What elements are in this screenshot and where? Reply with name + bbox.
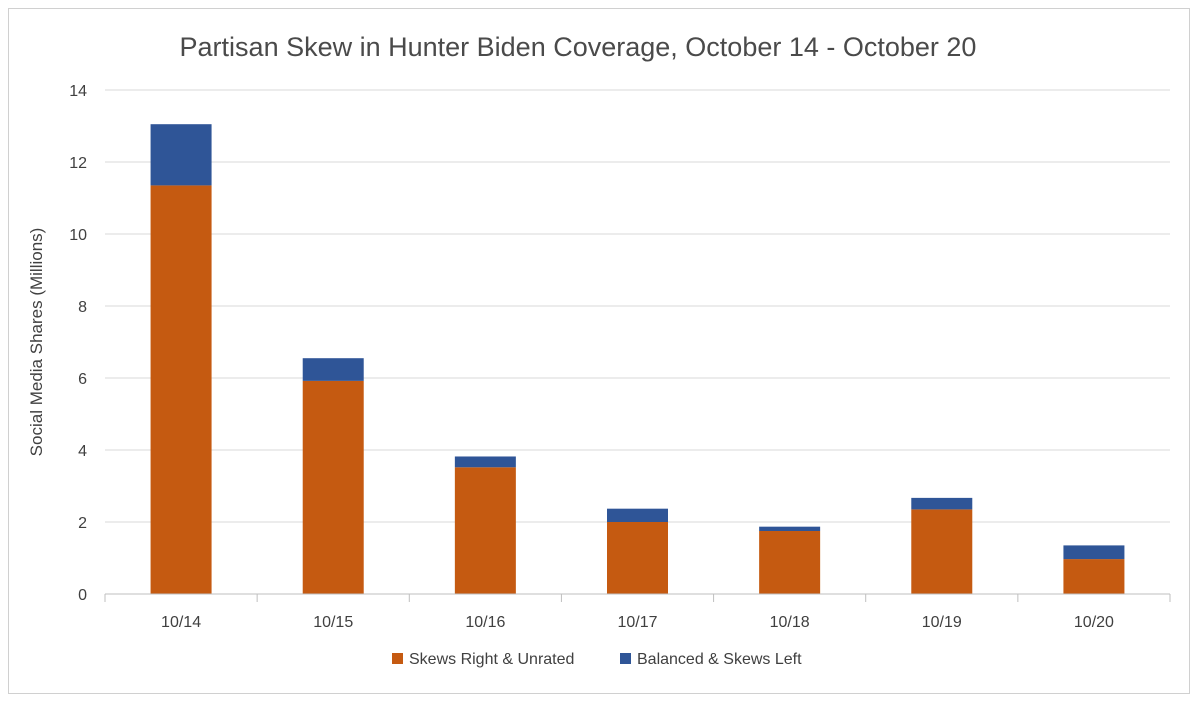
y-axis-label: Social Media Shares (Millions) xyxy=(27,228,46,457)
bar-skews-right xyxy=(759,531,821,594)
y-tick-label: 6 xyxy=(78,371,87,388)
bar-skews-right xyxy=(911,509,973,594)
y-tick-label: 2 xyxy=(78,515,87,532)
grid-lines xyxy=(105,89,1170,523)
bar-skews-right xyxy=(150,185,212,594)
bar-balanced-left xyxy=(759,526,821,531)
x-tick-label: 10/14 xyxy=(161,614,201,631)
y-tick-label: 4 xyxy=(78,443,87,460)
y-tick-label: 0 xyxy=(78,587,87,604)
legend-swatch xyxy=(620,653,631,664)
bar-balanced-left xyxy=(911,497,973,510)
x-axis: 10/14 10/15 10/16 10/17 10/18 10/19 10/20 xyxy=(104,593,1171,631)
bar-skews-right xyxy=(607,522,668,594)
bar-skews-right xyxy=(454,467,516,594)
x-tick-label: 10/18 xyxy=(770,614,810,631)
bar-balanced-left xyxy=(454,456,516,468)
x-tick-label: 10/15 xyxy=(313,614,353,631)
y-tick-label: 10 xyxy=(69,227,87,244)
x-tick-label: 10/17 xyxy=(617,614,657,631)
legend-label: Skews Right & Unrated xyxy=(409,651,574,668)
legend-swatch xyxy=(392,653,403,664)
bar-balanced-left xyxy=(302,358,364,381)
y-tick-label: 12 xyxy=(69,155,87,172)
bars xyxy=(150,124,1125,594)
y-tick-label: 14 xyxy=(69,83,87,100)
legend-label: Balanced & Skews Left xyxy=(637,651,802,668)
x-tick-label: 10/19 xyxy=(922,614,962,631)
y-tick-labels: 0 2 4 6 8 10 12 14 xyxy=(69,83,87,604)
chart-title: Partisan Skew in Hunter Biden Coverage, … xyxy=(180,32,977,62)
bar-skews-right xyxy=(1063,559,1125,594)
bar-balanced-left xyxy=(607,508,668,522)
x-tick-label: 10/20 xyxy=(1074,614,1114,631)
bar-balanced-left xyxy=(150,124,212,186)
bar-balanced-left xyxy=(1063,545,1125,560)
bar-skews-right xyxy=(302,380,364,594)
x-tick-label: 10/16 xyxy=(465,614,505,631)
legend: Skews Right & Unrated Balanced & Skews Le… xyxy=(392,651,802,668)
y-tick-label: 8 xyxy=(78,299,87,316)
